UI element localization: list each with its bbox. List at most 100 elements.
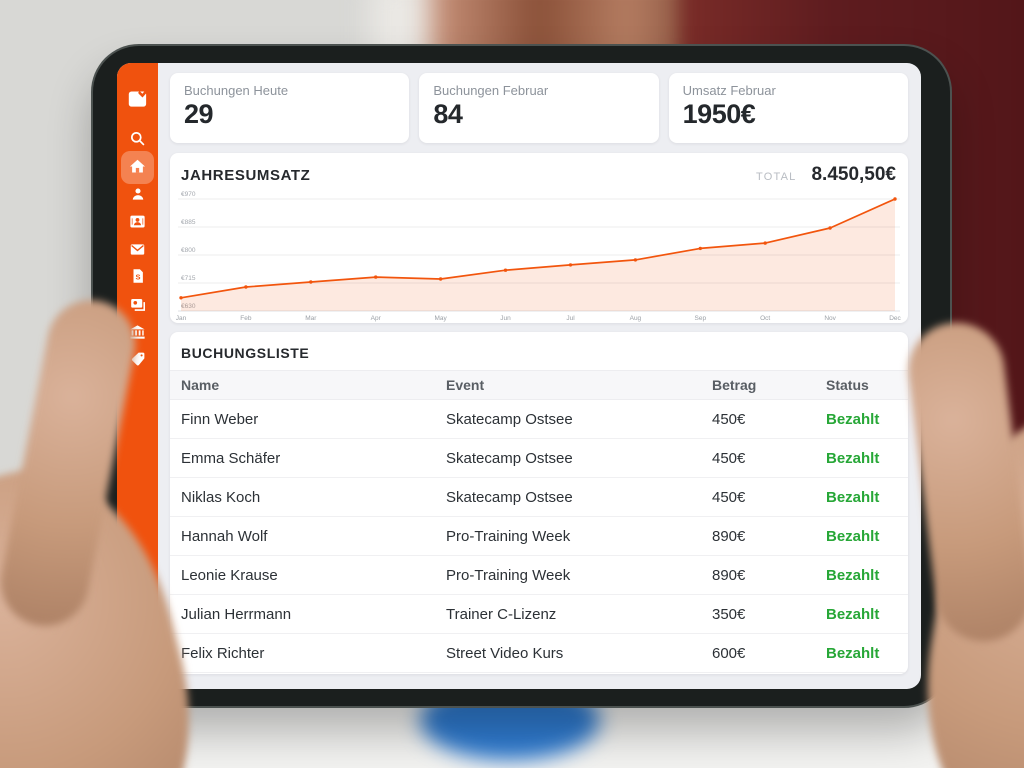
svg-text:Jul: Jul [566, 315, 575, 322]
chart-header: JAHRESUMSATZ TOTAL 8.450,50€ [181, 164, 896, 186]
table-header-row: Name Event Betrag Status [170, 370, 908, 400]
sidebar-item-home[interactable] [117, 155, 158, 181]
cell-name: Leonie Krause [181, 566, 278, 584]
svg-text:Sep: Sep [695, 315, 707, 322]
booking-list-card: BUCHUNGSLISTE Name Event Betrag Status F… [170, 332, 908, 674]
svg-text:Mar: Mar [305, 315, 317, 322]
sidebar-item-media[interactable] [117, 293, 158, 319]
cell-betrag: 600€ [712, 644, 746, 662]
svg-text:€800: €800 [181, 247, 196, 254]
table-row[interactable]: Hannah Wolf Pro-Training Week 890€ Bezah… [170, 517, 908, 556]
mail-icon [128, 240, 147, 263]
svg-text:Feb: Feb [240, 315, 252, 322]
column-header-status: Status [826, 377, 869, 393]
search-icon [128, 129, 147, 152]
cell-name: Finn Weber [181, 410, 259, 428]
table-row[interactable]: Leonie Krause Pro-Training Week 890€ Bez… [170, 556, 908, 595]
chart-total: TOTAL 8.450,50€ [756, 164, 896, 186]
status-badge: Bezahlt [826, 449, 880, 467]
chart-title: JAHRESUMSATZ [181, 167, 311, 184]
media-icon [128, 295, 147, 318]
svg-text:€715: €715 [181, 275, 196, 282]
sidebar-item-logo-calendar-check[interactable] [117, 87, 158, 113]
svg-text:€885: €885 [181, 219, 196, 226]
column-header-betrag: Betrag [712, 377, 757, 393]
sidebar-item-search[interactable] [117, 127, 158, 153]
stat-value: 84 [433, 99, 463, 129]
cell-name: Emma Schäfer [181, 449, 281, 467]
stat-label: Buchungen Heute [184, 83, 289, 98]
column-header-name: Name [181, 377, 220, 393]
status-badge: Bezahlt [826, 566, 880, 584]
sidebar-item-tag[interactable] [117, 348, 158, 374]
total-label: TOTAL [756, 171, 797, 183]
stat-label: Umsatz Februar [682, 83, 776, 98]
main-content: Buchungen Heute 29 Buchungen Februar 84 … [158, 63, 921, 689]
table-row[interactable]: Emma Schäfer Skatecamp Ostsee 450€ Bezah… [170, 439, 908, 478]
sidebar-item-invoice[interactable]: S [117, 265, 158, 291]
stat-card-row: Buchungen Heute 29 Buchungen Februar 84 … [170, 73, 908, 143]
cell-name: Hannah Wolf [181, 527, 268, 545]
table-row[interactable]: Julian Herrmann Trainer C-Lizenz 350€ Be… [170, 595, 908, 634]
jahresumsatz-area-chart: €970 €885 €800 €715 €630 Jan Feb Mar Apr May Jun Ju… [176, 191, 902, 322]
tablet-device: S ? Buchungen Heute 29 Buchungen Februar… [93, 46, 950, 706]
annual-revenue-chart-card: JAHRESUMSATZ TOTAL 8.450,50€ €970 €885 €80… [170, 153, 908, 323]
svg-text:S: S [135, 272, 140, 281]
status-badge: Bezahlt [826, 488, 880, 506]
total-value: 8.450,50€ [811, 164, 896, 185]
sidebar-item-mail[interactable] [117, 238, 158, 264]
svg-text:Aug: Aug [630, 315, 642, 322]
sidebar-item-user[interactable] [117, 183, 158, 209]
cell-name: Niklas Koch [181, 488, 261, 506]
table-body: Finn Weber Skatecamp Ostsee 450€ Bezahlt… [170, 400, 908, 673]
cell-betrag: 450€ [712, 449, 746, 467]
svg-text:Oct: Oct [760, 315, 770, 322]
contacts-icon [128, 212, 147, 235]
svg-text:May: May [434, 315, 447, 322]
status-badge: Bezahlt [826, 410, 880, 428]
cell-event: Skatecamp Ostsee [446, 410, 573, 428]
invoice-icon: S [129, 267, 147, 289]
svg-text:Nov: Nov [824, 315, 836, 322]
cell-event: Pro-Training Week [446, 527, 571, 545]
stat-card-bookings-month: Buchungen Februar 84 [419, 73, 659, 143]
stat-value: 29 [184, 99, 214, 129]
svg-text:€630: €630 [181, 303, 196, 310]
svg-text:Dec: Dec [889, 315, 901, 322]
cell-betrag: 450€ [712, 410, 746, 428]
stat-card-revenue-month: Umsatz Februar 1950€ [668, 73, 908, 143]
cell-name: Julian Herrmann [181, 605, 292, 623]
cell-betrag: 890€ [712, 527, 746, 545]
app-screen: S ? Buchungen Heute 29 Buchungen Februar… [117, 63, 921, 689]
cell-event: Street Video Kurs [446, 644, 564, 662]
cell-event: Skatecamp Ostsee [446, 449, 573, 467]
home-icon [128, 157, 147, 180]
cell-event: Trainer C-Lizenz [446, 605, 557, 623]
table-title: BUCHUNGSLISTE [181, 345, 310, 361]
stat-label: Buchungen Februar [433, 83, 549, 98]
svg-text:€970: €970 [181, 191, 196, 198]
stat-card-bookings-today: Buchungen Heute 29 [170, 73, 410, 143]
user-icon [129, 185, 147, 207]
table-row[interactable]: Finn Weber Skatecamp Ostsee 450€ Bezahlt [170, 400, 908, 439]
tag-icon [129, 350, 147, 372]
svg-text:Jun: Jun [500, 315, 511, 322]
svg-text:Apr: Apr [371, 315, 382, 322]
table-row[interactable]: Niklas Koch Skatecamp Ostsee 450€ Bezahl… [170, 478, 908, 517]
cell-betrag: 890€ [712, 566, 746, 584]
cell-event: Skatecamp Ostsee [446, 488, 573, 506]
column-header-event: Event [446, 377, 485, 393]
logo-calendar-check-icon [125, 85, 151, 115]
stat-value: 1950€ [682, 99, 756, 129]
svg-text:Jan: Jan [176, 315, 187, 322]
cell-betrag: 350€ [712, 605, 746, 623]
cell-event: Pro-Training Week [446, 566, 571, 584]
table-row[interactable]: Felix Richter Street Video Kurs 600€ Bez… [170, 634, 908, 673]
status-badge: Bezahlt [826, 644, 880, 662]
sidebar-item-contacts[interactable] [117, 210, 158, 236]
status-badge: Bezahlt [826, 527, 880, 545]
status-badge: Bezahlt [826, 605, 880, 623]
cell-betrag: 450€ [712, 488, 746, 506]
cell-name: Felix Richter [181, 644, 265, 662]
